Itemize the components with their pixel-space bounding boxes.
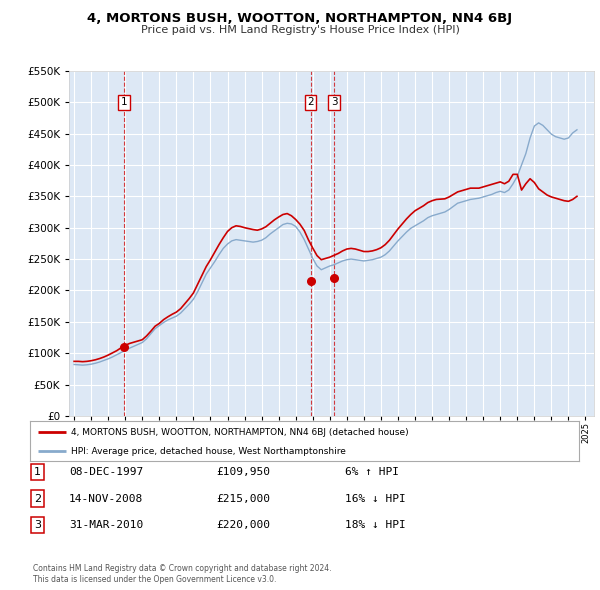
Text: 08-DEC-1997: 08-DEC-1997 [69,467,143,477]
Text: 18% ↓ HPI: 18% ↓ HPI [345,520,406,530]
Text: 2: 2 [307,97,314,107]
Text: Contains HM Land Registry data © Crown copyright and database right 2024.: Contains HM Land Registry data © Crown c… [33,565,331,573]
Text: £109,950: £109,950 [216,467,270,477]
Text: 4, MORTONS BUSH, WOOTTON, NORTHAMPTON, NN4 6BJ (detached house): 4, MORTONS BUSH, WOOTTON, NORTHAMPTON, N… [71,428,409,437]
Text: HPI: Average price, detached house, West Northamptonshire: HPI: Average price, detached house, West… [71,447,346,456]
Text: 14-NOV-2008: 14-NOV-2008 [69,494,143,503]
Text: 2: 2 [34,494,41,503]
Text: £220,000: £220,000 [216,520,270,530]
Text: 3: 3 [331,97,337,107]
Text: 3: 3 [34,520,41,530]
Text: Price paid vs. HM Land Registry's House Price Index (HPI): Price paid vs. HM Land Registry's House … [140,25,460,35]
Text: 1: 1 [34,467,41,477]
Text: 16% ↓ HPI: 16% ↓ HPI [345,494,406,503]
Text: £215,000: £215,000 [216,494,270,503]
Text: This data is licensed under the Open Government Licence v3.0.: This data is licensed under the Open Gov… [33,575,277,584]
Text: 4, MORTONS BUSH, WOOTTON, NORTHAMPTON, NN4 6BJ: 4, MORTONS BUSH, WOOTTON, NORTHAMPTON, N… [88,12,512,25]
Text: 31-MAR-2010: 31-MAR-2010 [69,520,143,530]
Text: 6% ↑ HPI: 6% ↑ HPI [345,467,399,477]
Text: 1: 1 [121,97,127,107]
